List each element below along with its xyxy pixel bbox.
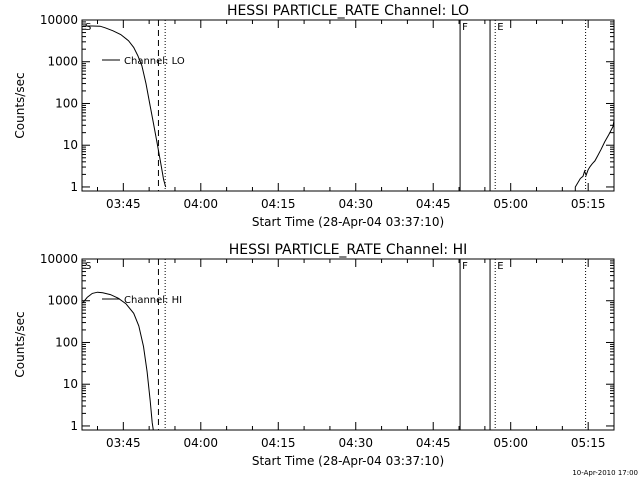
- x-axis-label-hi: Start Time (28-Apr-04 03:37:10): [252, 454, 444, 468]
- x-tick-label: 03:45: [106, 436, 141, 450]
- x-tick-label: 04:45: [416, 197, 451, 211]
- x-tick-label: 04:00: [183, 197, 218, 211]
- x-axis-label-lo: Start Time (28-Apr-04 03:37:10): [252, 215, 444, 229]
- x-tick-label: 05:15: [571, 436, 606, 450]
- series-line-hi: [82, 291, 154, 430]
- series-group-hi: [82, 291, 154, 430]
- plot-frame-lo: [81, 19, 615, 192]
- x-tick-label: 04:15: [261, 436, 296, 450]
- y-axis-label-lo: Counts/sec: [13, 72, 27, 138]
- y-tick-label: 1000: [47, 55, 78, 69]
- x-tick-label: 05:00: [493, 436, 528, 450]
- marker-label: S: [85, 22, 91, 33]
- y-tick-label: 1: [70, 180, 78, 194]
- series-group-lo: [83, 25, 614, 191]
- x-tick-label: 05:00: [493, 197, 528, 211]
- marker-label: S: [85, 261, 91, 272]
- x-tick-label: 03:45: [106, 197, 141, 211]
- x-tick-label: 04:30: [338, 197, 373, 211]
- y-tick-label: 1: [70, 419, 78, 433]
- x-tick-label: 04:00: [183, 436, 218, 450]
- legend-label-lo: Channel: LO: [124, 56, 185, 67]
- marker-label: F: [462, 261, 468, 272]
- footer-timestamp: 10-Apr-2010 17:00: [572, 469, 638, 477]
- chart-panel-lo: HESSI PARTICLE_RATE Channel: LO Counts/se…: [13, 3, 615, 229]
- y-tick-label: 10000: [40, 252, 78, 266]
- y-axis-label-hi: Counts/sec: [13, 311, 27, 377]
- y-tick-label: 10: [63, 138, 78, 152]
- x-tick-label: 04:30: [338, 436, 373, 450]
- x-tick-label: 04:15: [261, 197, 296, 211]
- chart-title-hi: HESSI PARTICLE_RATE Channel: HI: [229, 242, 467, 258]
- marker-label: F: [462, 22, 468, 33]
- series-line-lo: [574, 120, 614, 191]
- marker-label: E: [497, 22, 503, 33]
- legend-label-hi: Channel: HI: [124, 295, 182, 306]
- y-tick-label: 100: [55, 96, 78, 110]
- plot-frame-hi: [81, 258, 615, 431]
- x-tick-label: 04:45: [416, 436, 451, 450]
- y-tick-label: 100: [55, 335, 78, 349]
- chart-panel-hi: HESSI PARTICLE_RATE Channel: HI Counts/se…: [13, 242, 615, 468]
- y-tick-label: 10: [63, 377, 78, 391]
- y-tick-label: 10000: [40, 13, 78, 27]
- chart-title-lo: HESSI PARTICLE_RATE Channel: LO: [227, 3, 469, 19]
- y-tick-label: 1000: [47, 294, 78, 308]
- series-line-lo: [83, 25, 167, 188]
- x-tick-label: 05:15: [571, 197, 606, 211]
- marker-label: E: [497, 261, 503, 272]
